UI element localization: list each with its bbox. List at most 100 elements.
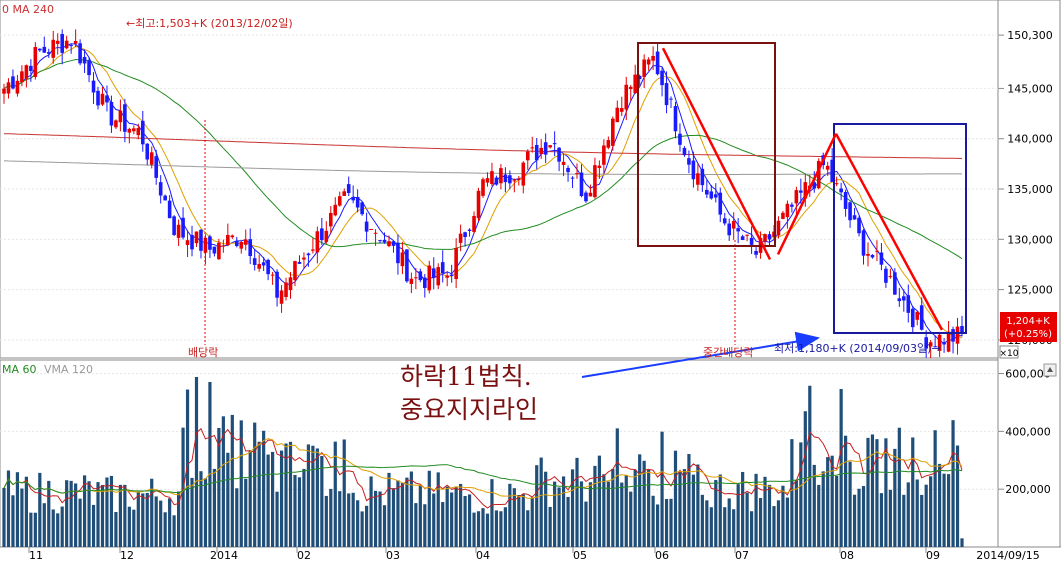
candle-body <box>960 326 964 334</box>
volume-bar <box>324 495 328 547</box>
candle-body <box>651 56 655 61</box>
date-label: 2014/09/15 <box>976 549 1039 562</box>
candle-body <box>163 195 167 201</box>
candle-body <box>87 60 91 76</box>
candle-body <box>485 178 490 183</box>
volume-bar <box>579 481 584 547</box>
ma5-line <box>3 43 963 344</box>
volume-bar <box>20 488 24 547</box>
candle-body <box>315 231 320 253</box>
candle-body <box>105 95 109 103</box>
candle-body <box>136 128 141 136</box>
volume-bar <box>203 478 208 547</box>
volume-bar <box>476 511 481 547</box>
volume-bar <box>141 493 145 547</box>
candle-body <box>508 175 512 184</box>
candle-body <box>816 160 821 189</box>
volume-bar <box>763 476 767 547</box>
candle-body <box>749 237 754 245</box>
volume-bar <box>535 465 539 547</box>
candle-body <box>158 182 163 196</box>
volume-bar <box>785 497 790 547</box>
volume-bar <box>369 476 373 547</box>
candle-body <box>884 268 888 283</box>
candle-body <box>405 249 409 282</box>
volume-bar <box>709 507 713 547</box>
candle-body <box>458 233 463 243</box>
volume-bar <box>526 510 530 547</box>
volume-bar <box>655 504 660 547</box>
volume-bar <box>445 486 449 547</box>
volume-bar <box>776 500 781 547</box>
candle-body <box>906 295 911 313</box>
candle-body <box>673 106 678 132</box>
candle-body <box>933 346 937 348</box>
volume-bar <box>664 498 669 547</box>
volume-bar <box>691 474 696 547</box>
low-note: 최저:1,180+K (2014/09/03일)→ <box>774 341 941 355</box>
candle-body <box>637 75 642 80</box>
candle-body <box>46 52 51 54</box>
volume-bar <box>758 498 763 547</box>
candle-body <box>176 224 181 238</box>
volume-bar <box>38 472 42 547</box>
candle-body <box>825 165 830 170</box>
candle-body <box>20 71 24 83</box>
volume-bar <box>427 470 431 547</box>
candle-body <box>418 271 423 281</box>
candle-body <box>664 83 669 106</box>
candle-body <box>342 191 347 196</box>
candle-body <box>593 165 597 198</box>
candle-body <box>6 82 11 94</box>
volume-bar <box>651 495 655 547</box>
candle-body <box>114 120 118 128</box>
volume-bar <box>911 437 915 547</box>
candle-body <box>499 168 503 184</box>
volume-bar <box>172 515 176 547</box>
x-tick-label: 11 <box>29 549 43 562</box>
volume-bar <box>329 488 333 547</box>
annotation-subtitle: 중요지지라인 <box>400 395 538 424</box>
volume-bar <box>391 488 396 547</box>
candle-body <box>51 39 56 58</box>
volume-bar <box>432 493 436 547</box>
volume-bar <box>727 498 731 547</box>
candle-body <box>888 276 893 278</box>
volume-bar <box>279 450 284 547</box>
volume-bar <box>266 454 270 547</box>
candle-body <box>843 192 848 209</box>
candle-body <box>713 194 718 198</box>
candle-body <box>481 179 485 196</box>
candle-body <box>239 241 244 249</box>
candle-body <box>199 229 203 251</box>
candle-body <box>60 34 64 53</box>
candle-body <box>781 212 785 219</box>
volume-bar <box>848 461 852 547</box>
candle-body <box>660 70 664 86</box>
volume-bars <box>2 377 964 547</box>
volume-bar <box>951 420 955 547</box>
candle-body <box>333 204 338 216</box>
volume-bar <box>109 475 114 547</box>
candle-body <box>302 257 306 260</box>
volume-bar <box>682 469 687 547</box>
volume-bar <box>696 464 700 547</box>
candle-body <box>351 196 355 201</box>
dividend-label: 배당락 <box>188 346 218 359</box>
candle-body <box>100 93 105 105</box>
candle-body <box>324 230 329 242</box>
volume-bar <box>624 475 628 547</box>
volume-bar <box>553 481 557 547</box>
volume-bar <box>494 510 499 547</box>
candlesticks <box>2 29 964 359</box>
candle-body <box>682 147 687 156</box>
candle-body <box>55 40 60 44</box>
volume-bar <box>168 498 172 547</box>
volume-bar <box>705 500 709 547</box>
candle-body <box>561 161 566 165</box>
volume-bar <box>347 493 351 547</box>
volume-bar <box>879 493 884 547</box>
candle-body <box>767 234 772 240</box>
candle-body <box>517 179 521 181</box>
